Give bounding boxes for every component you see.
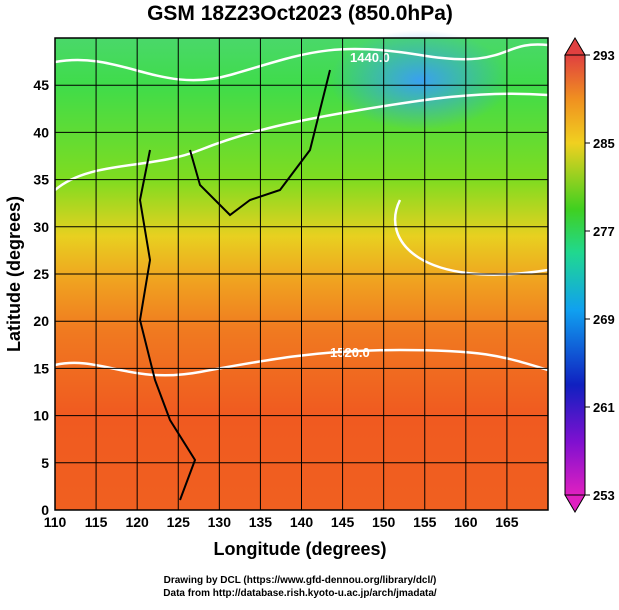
x-tick-label: 115 (85, 514, 108, 530)
x-tick-label: 155 (413, 514, 437, 530)
colorbar-tick-label: 253 (593, 488, 615, 503)
x-tick-label: 165 (495, 514, 519, 530)
colorbar (564, 54, 586, 496)
y-tick-label: 0 (41, 502, 49, 518)
y-tick-label: 25 (33, 266, 49, 282)
colorbar-tick-label: 269 (593, 312, 615, 327)
x-tick-label: 145 (331, 514, 355, 530)
x-tick-label: 125 (167, 514, 191, 530)
credit: Drawing by DCL (https://www.gfd-dennou.o… (164, 575, 437, 586)
x-tick-label: 120 (125, 514, 149, 530)
contour (54, 43, 549, 82)
x-tick-label: 160 (454, 514, 478, 530)
colorbar-arrow (564, 37, 586, 56)
coastline (138, 69, 331, 501)
y-tick-label: 15 (33, 360, 49, 376)
y-tick-label: 5 (41, 455, 49, 471)
y-tick-label: 45 (33, 77, 49, 93)
credit: Data from http://database.rish.kyoto-u.a… (163, 588, 437, 599)
x-tick-label: 135 (249, 514, 273, 530)
x-tick-label: 130 (208, 514, 232, 530)
x-tick-label: 110 (44, 514, 67, 530)
y-axis-label: Latitude (degrees) (4, 196, 24, 352)
x-tick-label: 150 (372, 514, 396, 530)
y-tick-label: 40 (33, 124, 49, 140)
y-tick-label: 35 (33, 172, 49, 188)
cold-region (330, 30, 510, 130)
y-tick-label: 20 (33, 313, 49, 329)
x-tick-label: 140 (290, 514, 314, 530)
colorbar-tick-label: 285 (593, 136, 615, 151)
contour (54, 348, 549, 377)
colorbar-arrow (564, 494, 586, 513)
chart-title: GSM 18Z23Oct2023 (850.0hPa) (147, 2, 453, 25)
colorbar-tick-label: 261 (593, 400, 615, 415)
x-axis-label: Longitude (degrees) (213, 539, 386, 559)
colorbar-tick-label: 277 (593, 224, 615, 239)
contour (54, 92, 549, 191)
y-tick-label: 10 (33, 408, 49, 424)
y-tick-label: 30 (33, 219, 49, 235)
colorbar-tick-label: 293 (593, 48, 615, 63)
contour-label: 1440.0 (350, 50, 390, 65)
contour-label: 1520.0 (330, 345, 370, 360)
